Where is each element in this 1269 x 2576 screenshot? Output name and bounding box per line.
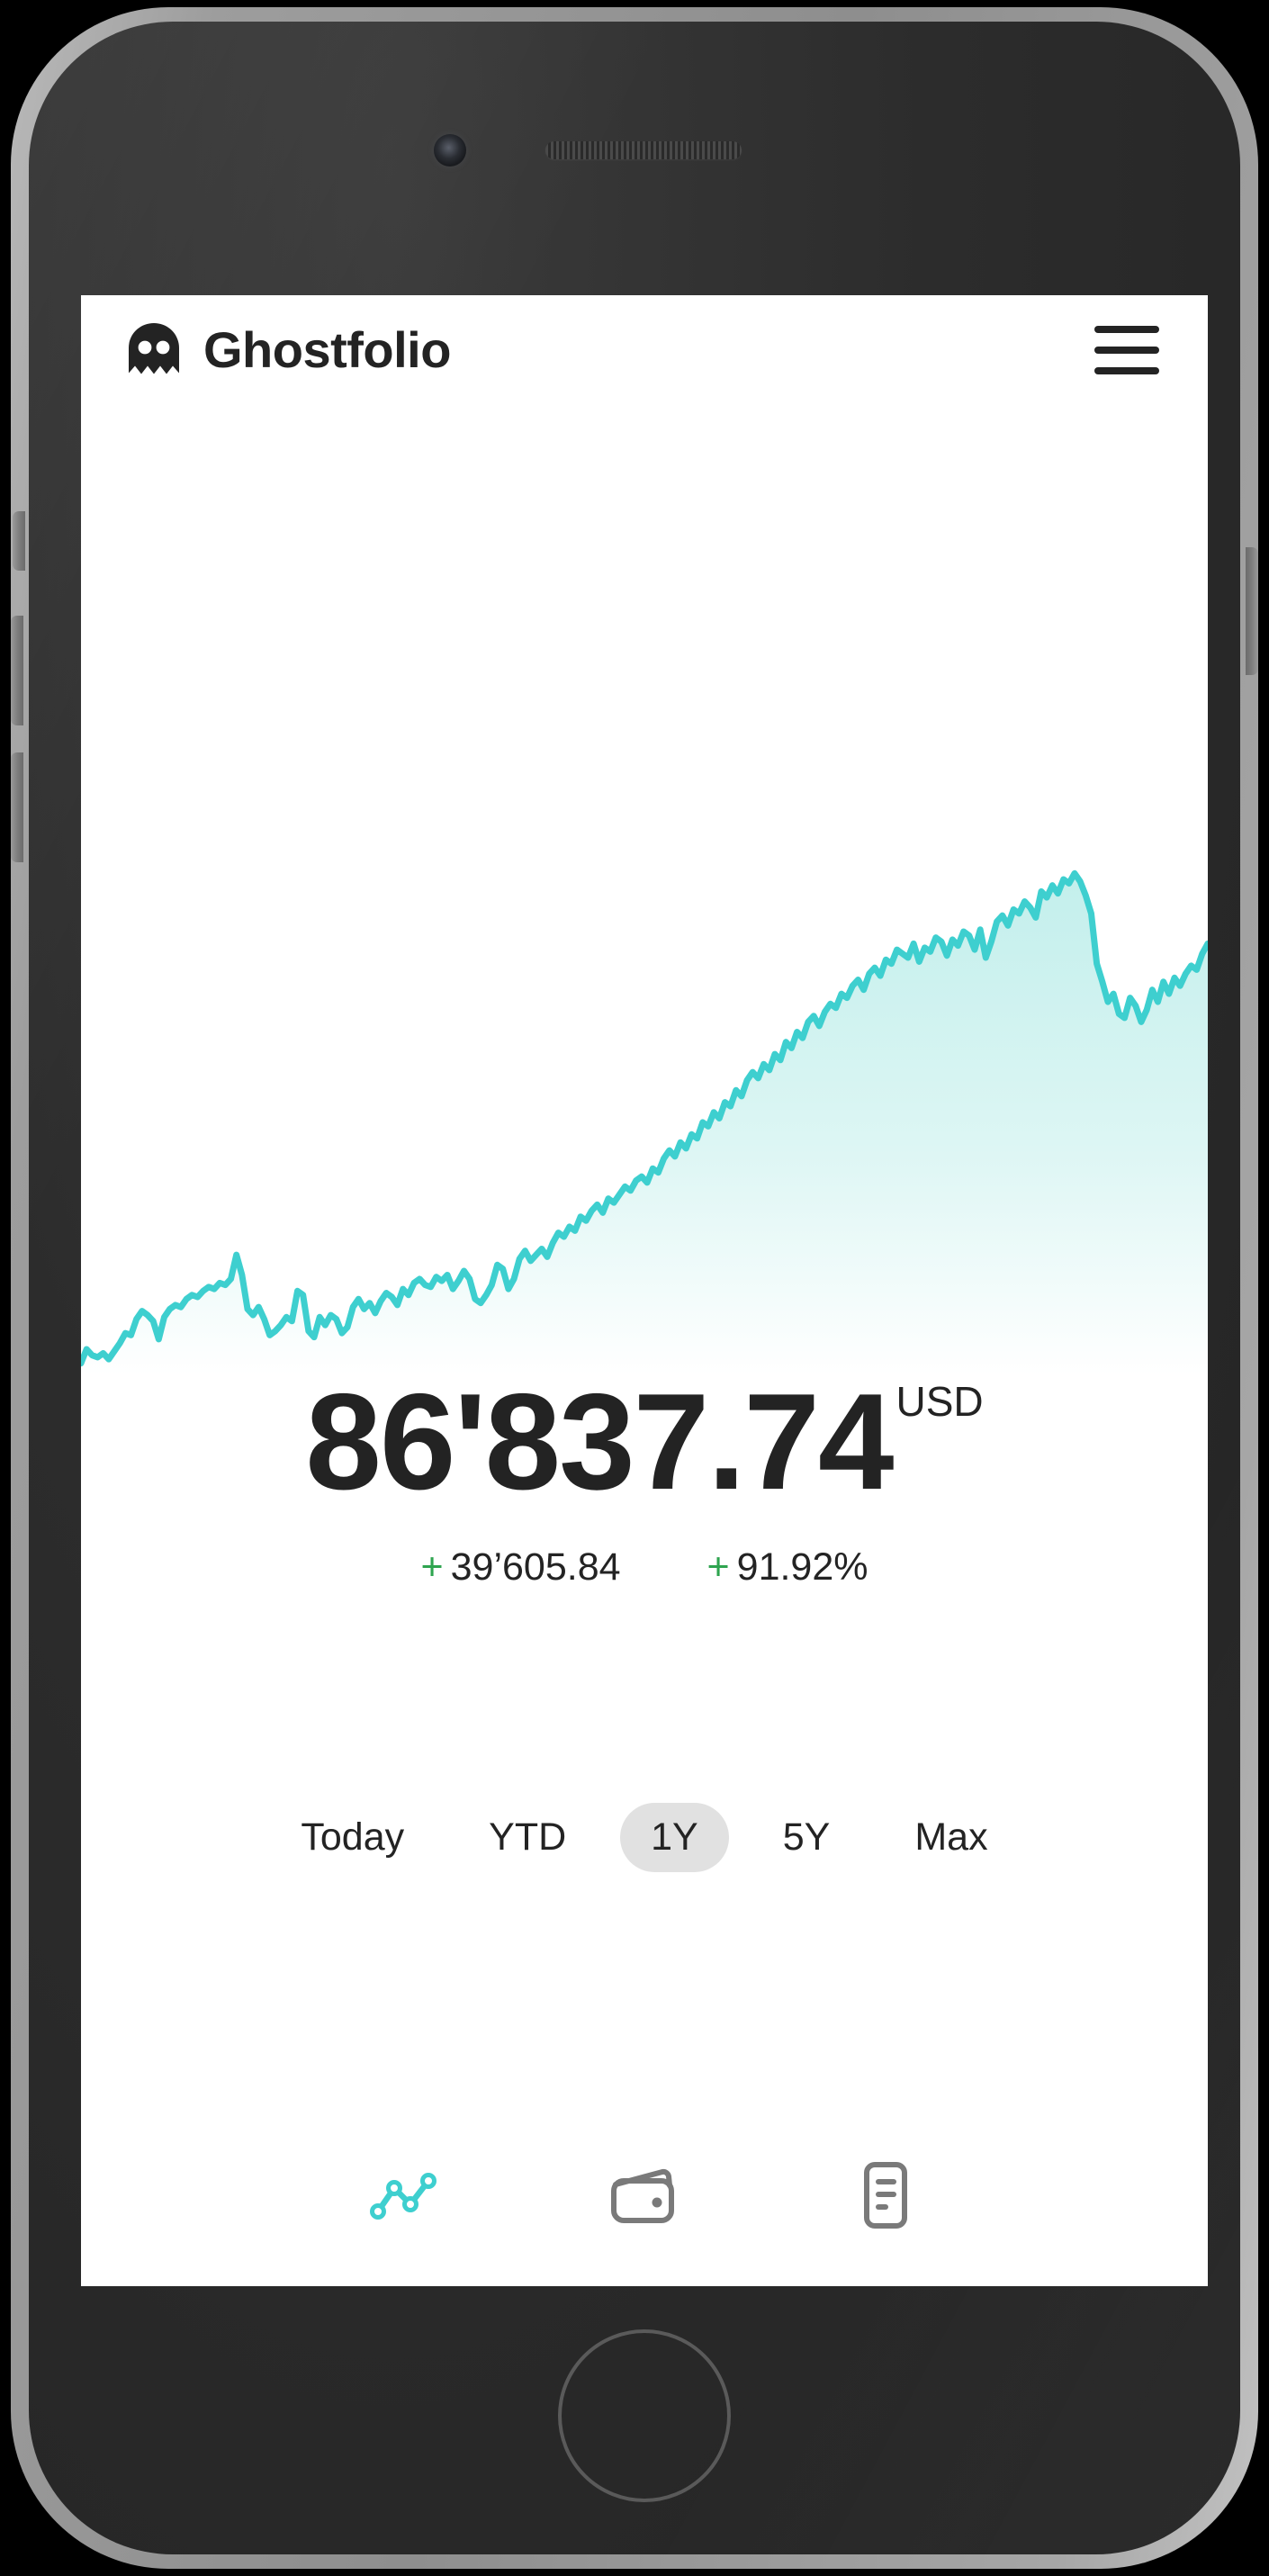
menu-bar-3 bbox=[1094, 367, 1159, 374]
range-tab-today[interactable]: Today bbox=[270, 1803, 435, 1872]
home-button[interactable] bbox=[558, 2329, 731, 2502]
bottom-navigation bbox=[81, 2106, 1208, 2286]
volume-down-button[interactable] bbox=[11, 752, 23, 862]
performance-chart-container[interactable] bbox=[81, 844, 1208, 1375]
silent-switch-button[interactable] bbox=[13, 511, 25, 571]
nav-item-portfolio[interactable] bbox=[601, 2153, 688, 2239]
line-chart-icon bbox=[369, 2168, 437, 2225]
change-absolute-value: 39’605.84 bbox=[450, 1545, 621, 1589]
performance-chart[interactable] bbox=[81, 844, 1208, 1375]
speaker-grille-icon bbox=[545, 141, 742, 159]
chart-area-fill bbox=[81, 873, 1208, 1375]
menu-bar-2 bbox=[1094, 347, 1159, 354]
portfolio-value: 86'837.74 bbox=[305, 1365, 894, 1518]
ghost-icon bbox=[124, 322, 184, 378]
portfolio-value-block: 86'837.74 USD +39’605.84 +91.92% bbox=[81, 1365, 1208, 1590]
brand[interactable]: Ghostfolio bbox=[124, 322, 451, 378]
menu-bar-1 bbox=[1094, 326, 1159, 333]
volume-up-button[interactable] bbox=[11, 616, 23, 725]
phone-screen: Ghostfolio bbox=[81, 295, 1208, 2286]
phone-device-frame: Ghostfolio bbox=[11, 7, 1258, 2569]
wallet-icon bbox=[607, 2163, 682, 2230]
range-tab-ytd[interactable]: YTD bbox=[458, 1803, 597, 1872]
change-absolute: +39’605.84 bbox=[421, 1545, 621, 1590]
change-percent: +91.92% bbox=[707, 1545, 868, 1590]
change-percent-sign: + bbox=[706, 1545, 730, 1589]
app-header: Ghostfolio bbox=[81, 295, 1208, 405]
range-tab-max[interactable]: Max bbox=[884, 1803, 1018, 1872]
document-icon bbox=[856, 2160, 915, 2233]
change-percent-value: 91.92% bbox=[736, 1545, 868, 1589]
portfolio-currency: USD bbox=[896, 1378, 984, 1425]
front-camera-icon bbox=[434, 134, 466, 167]
nav-item-overview[interactable] bbox=[360, 2153, 446, 2239]
nav-item-accounts[interactable] bbox=[842, 2153, 929, 2239]
range-tab-5y[interactable]: 5Y bbox=[752, 1803, 861, 1872]
change-absolute-sign: + bbox=[420, 1545, 444, 1589]
chart-line bbox=[81, 869, 1208, 1367]
power-button[interactable] bbox=[1246, 547, 1258, 675]
hamburger-menu-icon[interactable] bbox=[1089, 312, 1165, 388]
portfolio-value-row: 86'837.74 USD bbox=[81, 1365, 1208, 1518]
range-tab-1y[interactable]: 1Y bbox=[620, 1803, 729, 1872]
portfolio-change-row: +39’605.84 +91.92% bbox=[81, 1545, 1208, 1590]
date-range-tabs[interactable]: Today YTD 1Y 5Y Max bbox=[81, 1803, 1208, 1872]
brand-name: Ghostfolio bbox=[203, 321, 451, 378]
